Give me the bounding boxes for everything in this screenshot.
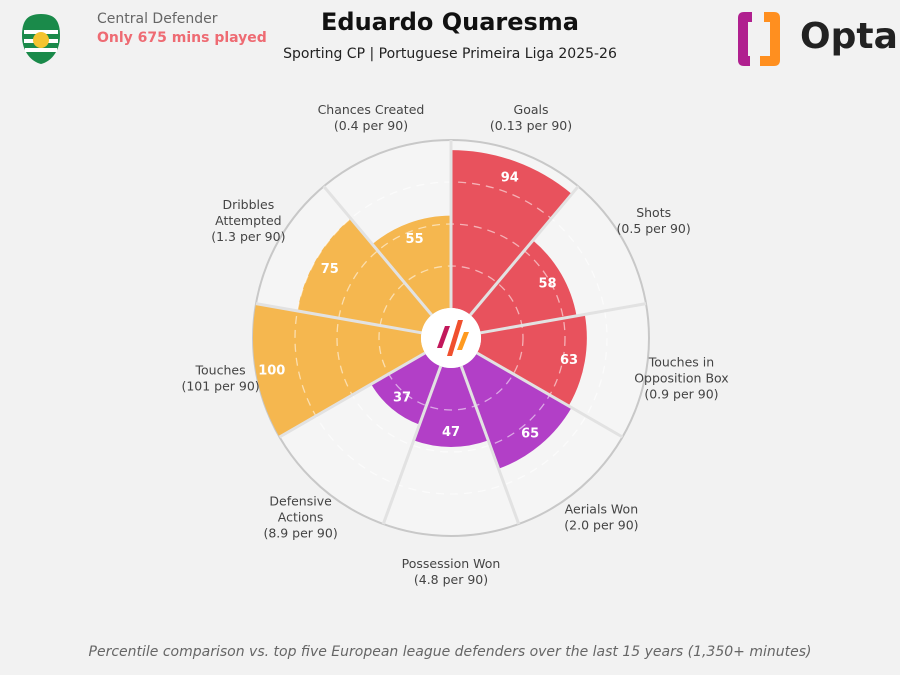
category-label: Chances Created [318, 102, 425, 117]
divider [255, 302, 422, 335]
category-per90-label: (0.4 per 90) [334, 118, 408, 133]
center-logo-icon [447, 320, 463, 356]
category-label: Goals [514, 102, 549, 117]
category-per90-label: (8.9 per 90) [263, 525, 337, 540]
divider [381, 365, 443, 525]
player-role: Central Defender [97, 11, 218, 27]
divider [278, 351, 426, 439]
center-logo-icon [457, 332, 469, 350]
opta-brand: Opta [800, 16, 898, 57]
value-label: 55 [406, 232, 424, 247]
value-label: 65 [521, 426, 539, 441]
bar-chances-created [372, 215, 451, 316]
bar-shots [470, 240, 577, 333]
subtitle: Sporting CP | Portuguese Primeira Liga 2… [283, 46, 617, 62]
value-label: 37 [393, 390, 411, 405]
center-circle [421, 308, 481, 368]
divider [459, 365, 521, 525]
divider [469, 185, 580, 316]
minutes-note: Only 675 mins played [97, 30, 267, 46]
category-per90-label: (4.8 per 90) [414, 572, 488, 587]
divider [322, 185, 433, 316]
bar-dribbles-attempted [297, 218, 432, 333]
value-label: 75 [321, 262, 339, 277]
page-title: Eduardo Quaresma [321, 8, 579, 36]
category-per90-label: (1.3 per 90) [211, 229, 285, 244]
divider [480, 302, 647, 335]
value-label: 100 [258, 364, 285, 379]
category-per90-label: (0.13 per 90) [490, 118, 572, 133]
center-logo-icon [437, 326, 450, 348]
category-label: Touches [195, 363, 246, 378]
category-per90-label: (0.5 per 90) [617, 221, 691, 236]
category-label: Touches in [648, 355, 714, 370]
bar-touches-in-opposition-box [476, 314, 587, 406]
category-label: Opposition Box [634, 371, 729, 386]
bar-possession-won [413, 366, 489, 447]
divider [476, 351, 624, 439]
value-label: 58 [538, 276, 556, 291]
footer-note: Percentile comparison vs. top five Europ… [88, 644, 812, 660]
club-badge-icon [22, 14, 60, 64]
category-label: Shots [636, 205, 671, 220]
value-label: 63 [560, 353, 578, 368]
bar-goals [451, 150, 572, 316]
category-label: Aerials Won [565, 501, 638, 516]
category-label: Defensive [269, 493, 332, 508]
opta-logo-icon [738, 12, 780, 66]
category-label: Actions [278, 509, 324, 524]
category-label: Possession Won [402, 556, 501, 571]
category-per90-label: (101 per 90) [181, 379, 259, 394]
category-label: Dribbles [222, 197, 274, 212]
value-label: 47 [442, 425, 460, 440]
category-per90-label: (0.9 per 90) [644, 387, 718, 402]
category-per90-label: (2.0 per 90) [564, 517, 638, 532]
category-label: Attempted [215, 213, 281, 228]
bar-touches [252, 303, 426, 437]
value-label: 94 [501, 170, 519, 185]
bar-defensive-actions [371, 353, 441, 425]
